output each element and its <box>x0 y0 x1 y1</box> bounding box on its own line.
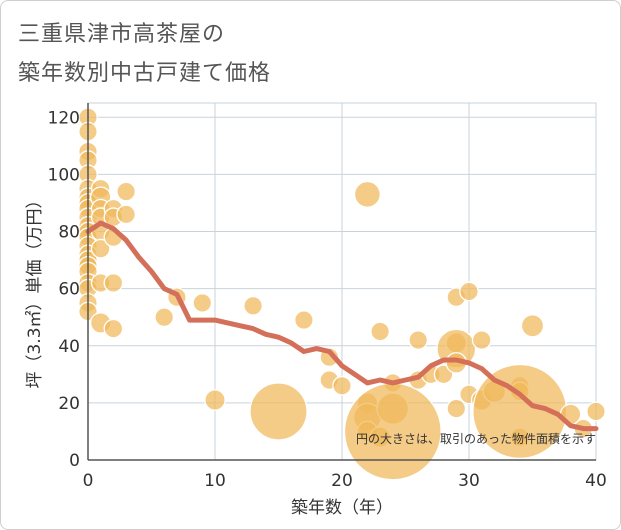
x-tick-label: 10 <box>204 471 226 491</box>
bubble-point <box>353 180 381 208</box>
y-tick-label: 120 <box>48 108 80 128</box>
bubble-point <box>294 310 314 330</box>
y-tick-label: 80 <box>58 223 80 243</box>
bubble-point <box>586 401 606 422</box>
x-tick-label: 40 <box>585 471 607 491</box>
trend-line <box>85 220 599 432</box>
bubble-point <box>459 281 479 302</box>
y-tick-label: 40 <box>58 337 80 357</box>
bubble-point <box>154 307 175 328</box>
bubble-point <box>408 330 429 350</box>
x-axis-label: 築年数（年） <box>291 498 393 518</box>
bubble-point <box>446 398 467 419</box>
bubble-point <box>243 295 263 316</box>
bubble-point <box>204 389 226 411</box>
size-annotation: 円の大きさは、取引のあった物件面積を示す <box>356 431 596 446</box>
bubble-series <box>78 107 606 481</box>
x-tick-label: 30 <box>458 471 480 491</box>
trend-line-group <box>85 220 599 432</box>
bubble-point <box>116 181 136 202</box>
bubble-point <box>249 382 308 441</box>
y-axis-label: 坪（3.3㎡）単価（万円） <box>25 191 45 388</box>
bubble-point <box>471 330 492 350</box>
bubble-point <box>520 314 545 338</box>
y-tick-label: 100 <box>48 165 80 185</box>
x-tick-label: 20 <box>331 471 353 491</box>
chart-title-line-1: 三重県津市高茶屋の <box>18 22 226 47</box>
y-tick-label: 0 <box>69 451 80 471</box>
bubble-point <box>332 375 352 396</box>
axes: 0 10 20 30 40 0 20 40 60 80 100 120 <box>48 103 607 491</box>
bubble-point <box>192 293 213 313</box>
y-tick-label: 60 <box>58 280 80 300</box>
x-tick-label: 0 <box>83 471 94 491</box>
y-tick-label: 20 <box>58 394 80 414</box>
bubble-point <box>116 204 136 225</box>
chart-title-line-2: 築年数別中古戸建て価格 <box>18 61 272 86</box>
bubble-point <box>370 321 390 342</box>
bubble-point <box>103 273 124 293</box>
bubble-point <box>90 238 111 259</box>
bubble-point <box>103 318 124 339</box>
